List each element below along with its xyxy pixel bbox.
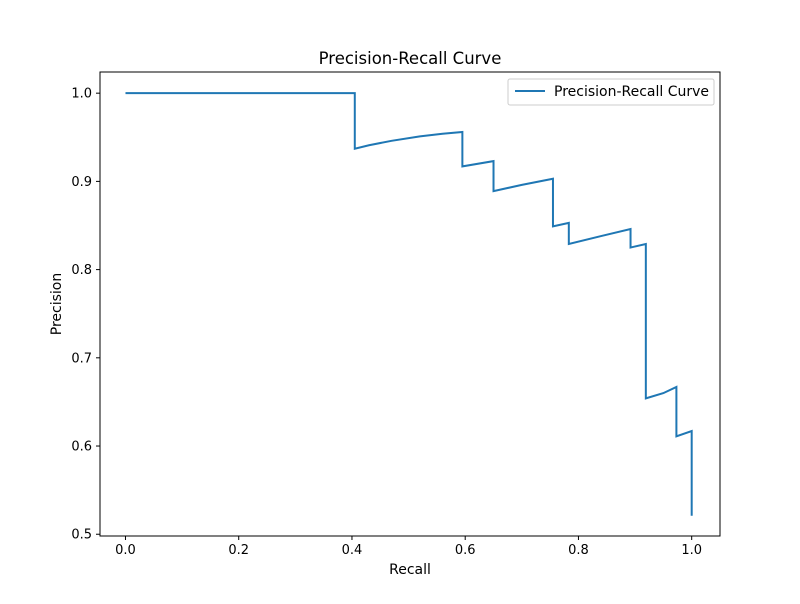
y-axis-ticks: 0.5 0.6 0.7 0.8 0.9 1.0 [71,87,100,543]
series-line-0 [125,92,693,516]
legend: Precision-Recall Curve [507,78,715,106]
y-tick-label: 0.5 [71,528,92,543]
axes-frame [99,71,721,537]
x-tick-label: 1.0 [681,543,702,558]
x-tick-label: 0.2 [228,543,249,558]
plot-area [125,92,693,516]
x-axis-ticks: 0.0 0.2 0.4 0.6 0.8 1.0 [115,536,702,558]
x-axis-label: Recall [389,562,431,578]
y-axis-label: Precision [49,273,65,335]
chart-title: Precision-Recall Curve [319,49,502,68]
x-tick-label: 0.6 [455,543,476,558]
legend-box [507,78,715,106]
y-tick-label: 0.8 [71,263,92,278]
x-tick-label: 0.0 [115,543,136,558]
y-tick-label: 0.7 [71,351,92,366]
legend-label: Precision-Recall Curve [554,84,709,100]
y-tick-label: 1.0 [71,87,92,102]
y-tick-label: 0.9 [71,175,92,190]
x-tick-label: 0.8 [568,543,589,558]
y-tick-label: 0.6 [71,440,92,455]
x-tick-label: 0.4 [342,543,363,558]
